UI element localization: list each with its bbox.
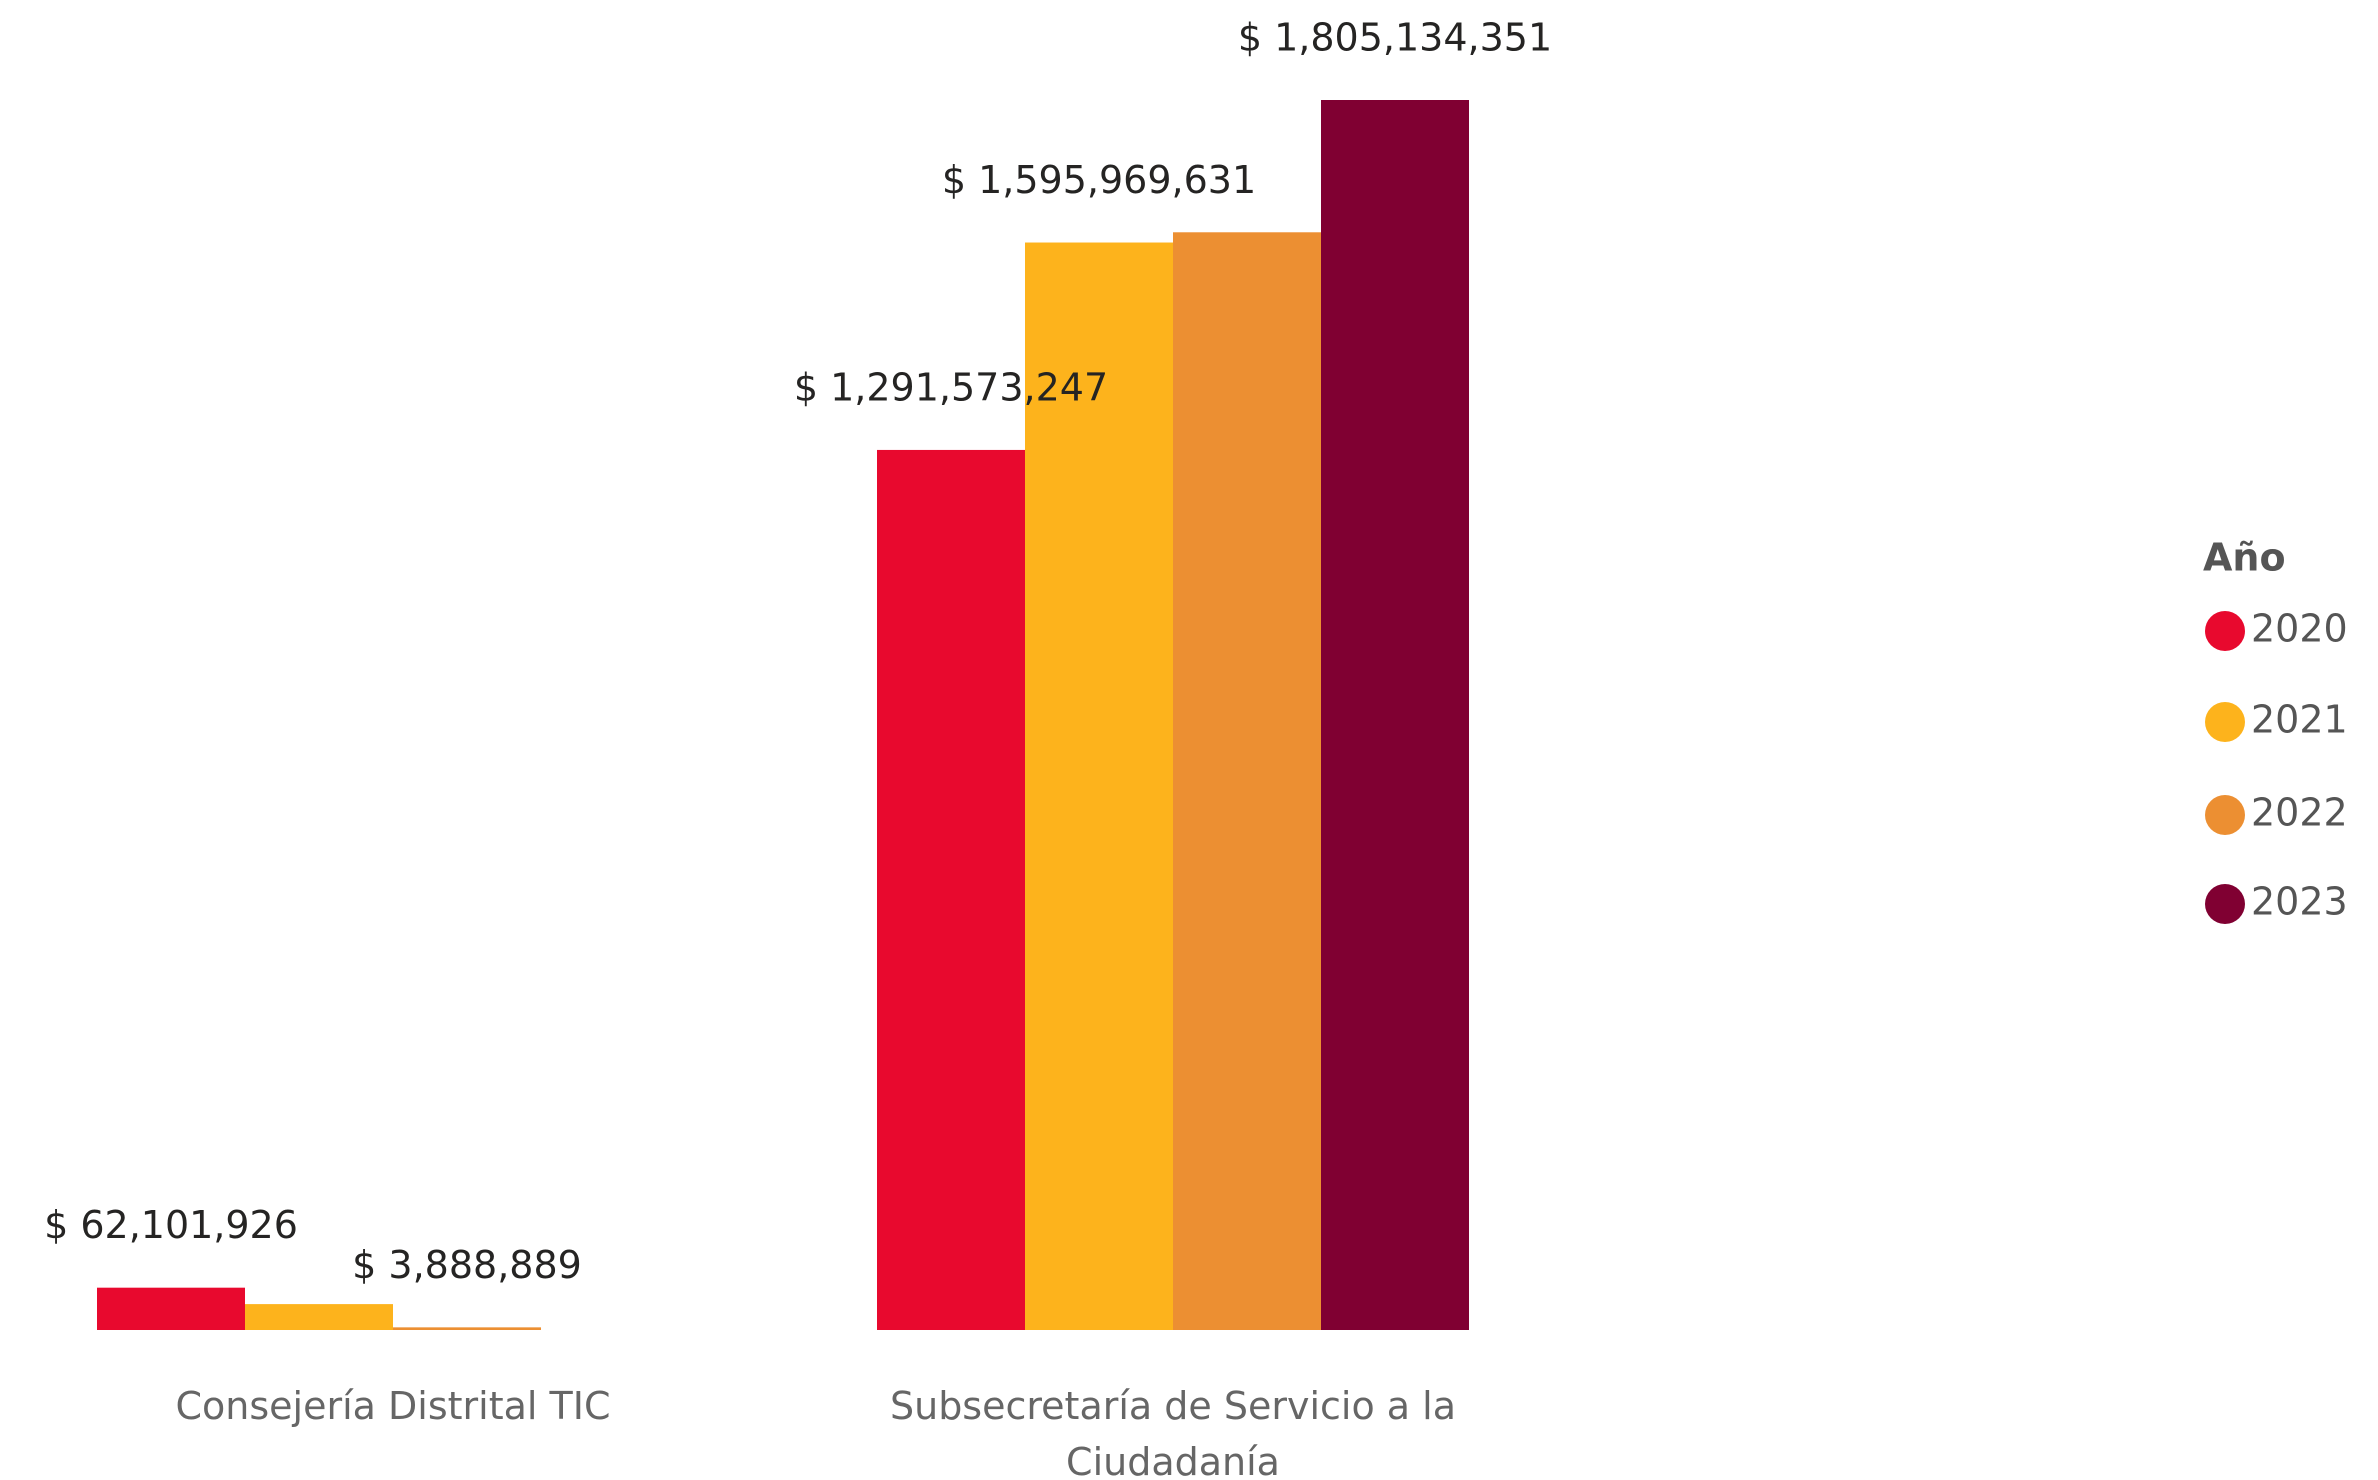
legend-title: Año: [2203, 536, 2286, 580]
legend-label: 2020: [2251, 607, 2348, 651]
value-label: $ 3,888,889: [352, 1243, 582, 1287]
bar: [245, 1304, 393, 1330]
x-tick-label: Consejería Distrital TIC: [175, 1384, 611, 1428]
bar: [1321, 100, 1469, 1330]
value-label: $ 62,101,926: [44, 1203, 298, 1247]
legend-label: 2021: [2251, 698, 2348, 742]
value-label: $ 1,805,134,351: [1238, 16, 1552, 60]
legend-label: 2023: [2251, 880, 2348, 924]
bar: [1025, 242, 1173, 1330]
value-label: $ 1,291,573,247: [794, 365, 1108, 409]
legend-swatch: [2205, 884, 2245, 924]
x-tick-label: Subsecretaría de Servicio a la Ciudadaní…: [889, 1384, 1457, 1480]
bar: [877, 449, 1025, 1330]
legend-swatch: [2205, 795, 2245, 835]
bar: [1173, 232, 1321, 1331]
legend-label: 2022: [2251, 791, 2348, 835]
legend-swatch: [2205, 611, 2245, 651]
bar: [97, 1287, 245, 1330]
bar: [393, 1327, 541, 1330]
value-label: $ 1,595,969,631: [942, 158, 1256, 202]
legend-swatch: [2205, 702, 2245, 742]
